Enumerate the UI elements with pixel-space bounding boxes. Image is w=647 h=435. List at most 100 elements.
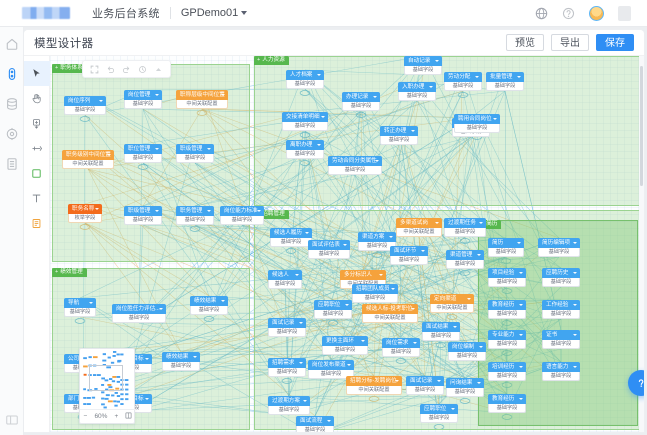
diagram-node[interactable]: 面试记录 基础字段 bbox=[268, 318, 306, 337]
diagram-node[interactable]: 办理记录 基础字段 bbox=[342, 92, 380, 111]
left-nav-rail bbox=[0, 27, 24, 435]
diagram-node[interactable]: 岗位序列 基础字段 bbox=[64, 96, 106, 115]
diagram-node[interactable]: 招聘团队成员 基础字段 bbox=[352, 284, 398, 303]
diagram-node[interactable]: 劳动分配 基础字段 bbox=[444, 72, 482, 91]
minimap-viewport[interactable] bbox=[89, 365, 123, 391]
diagram-canvas[interactable]: 职务体系绩效管理人力资源招聘管理简历 岗位序列基础字段岗位管理基础字段职称层级中… bbox=[50, 56, 644, 432]
globe-icon[interactable] bbox=[535, 7, 548, 20]
diagram-node[interactable]: 教育经历 基础字段 bbox=[488, 394, 526, 413]
diagram-node[interactable]: 教育经历 基础字段 bbox=[488, 300, 526, 319]
pan-tool[interactable] bbox=[24, 86, 50, 111]
company-logo[interactable] bbox=[22, 7, 70, 19]
diagram-node[interactable]: 岗位胜任力评估... 基础字段 bbox=[112, 304, 166, 323]
diagram-node[interactable]: 自动记录 基础字段 bbox=[404, 56, 442, 75]
add-node-tool[interactable] bbox=[24, 111, 50, 136]
diagram-node[interactable]: 证书 基础字段 bbox=[542, 330, 580, 349]
text-tool[interactable] bbox=[24, 186, 50, 211]
diagram-node[interactable]: 应聘职位 基础字段 bbox=[420, 404, 458, 423]
diagram-node[interactable]: 应聘职位 基础字段 bbox=[314, 300, 352, 319]
diagram-node[interactable]: 转正办理 基础字段 bbox=[380, 126, 418, 145]
diagram-node[interactable]: 职务管理 基础字段 bbox=[176, 206, 214, 225]
zoom-out-button[interactable]: − bbox=[83, 413, 88, 420]
preview-button[interactable]: 预览 bbox=[506, 34, 544, 51]
diagram-node[interactable]: 交接清单明细 基础字段 bbox=[282, 112, 328, 131]
diagram-node[interactable]: 招聘需求 基础字段 bbox=[268, 358, 306, 377]
diagram-node[interactable]: 渠道管理 基础字段 bbox=[446, 250, 484, 269]
diagram-node[interactable]: 过渡期方案 基础字段 bbox=[268, 396, 310, 415]
diagram-node[interactable]: 岗位发布渠道 基础字段 bbox=[308, 360, 354, 379]
diagram-node[interactable]: 招聘分标-发聘岗位 中间关联配置 bbox=[346, 376, 402, 395]
connector-tool[interactable] bbox=[24, 136, 50, 161]
sidebar-item-settings[interactable] bbox=[5, 127, 19, 157]
diagram-node[interactable]: 导航 基础字段 bbox=[64, 298, 96, 317]
help-fab[interactable] bbox=[628, 370, 644, 396]
diagram-node[interactable]: 岗位能力标准 基础字段 bbox=[220, 206, 264, 225]
undo-icon[interactable] bbox=[106, 65, 115, 74]
diagram-node[interactable]: 职级管理 基础字段 bbox=[124, 206, 162, 225]
diagram-node[interactable]: 候选人 基础字段 bbox=[268, 270, 302, 289]
redo-icon[interactable] bbox=[122, 65, 131, 74]
vertical-scrollbar[interactable] bbox=[639, 56, 644, 432]
diagram-node[interactable]: 定向渠道 中间关联配置 bbox=[430, 294, 474, 313]
diagram-node[interactable]: 语言能力 基础字段 bbox=[542, 362, 580, 381]
rectangle-tool[interactable] bbox=[24, 161, 50, 186]
sidebar-item-home[interactable] bbox=[5, 37, 19, 67]
diagram-node[interactable]: 面试记录 基础字段 bbox=[406, 376, 444, 395]
diagram-node[interactable]: 简历 基础字段 bbox=[488, 238, 524, 257]
diagram-node[interactable]: 岗位管理 基础字段 bbox=[124, 90, 162, 109]
select-tool[interactable] bbox=[24, 61, 50, 86]
diagram-node[interactable]: 入职办理 基础字段 bbox=[398, 82, 436, 101]
minimap[interactable]: − 60% + bbox=[79, 348, 136, 424]
save-button[interactable]: 保存 bbox=[596, 34, 634, 51]
node-title: 交接清单明细 bbox=[282, 112, 328, 122]
diagram-node[interactable]: 岗位编制 基础字段 bbox=[448, 342, 486, 361]
refresh-icon[interactable] bbox=[138, 65, 147, 74]
diagram-node[interactable]: 职务级别中间位置 中间关联配置 bbox=[62, 150, 114, 169]
diagram-node[interactable]: 面试环节 基础字段 bbox=[390, 246, 428, 265]
note-tool[interactable] bbox=[24, 211, 50, 236]
diagram-node[interactable]: 职级管理 基础字段 bbox=[176, 144, 214, 163]
diagram-node[interactable]: 离职办理 基础字段 bbox=[286, 140, 324, 159]
diagram-node[interactable]: 人才档案 基础字段 bbox=[286, 70, 324, 89]
diagram-node[interactable]: 专业能力 基础字段 bbox=[488, 330, 526, 349]
project-selector[interactable]: GPDemo01 bbox=[181, 7, 248, 19]
node-title: 问询结果 bbox=[446, 378, 484, 388]
diagram-node[interactable]: 候选人履历 基础字段 bbox=[270, 228, 312, 247]
sidebar-item-model[interactable] bbox=[5, 67, 19, 97]
diagram-node[interactable]: 批量管理 基础字段 bbox=[486, 72, 524, 91]
diagram-node[interactable]: 候选人标-投考职位 中间关联配置 bbox=[362, 304, 418, 323]
export-button[interactable]: 导出 bbox=[551, 34, 589, 51]
diagram-node[interactable]: 绩效结果 基础字段 bbox=[190, 296, 228, 315]
diagram-node[interactable]: 培训经历 基础字段 bbox=[488, 362, 526, 381]
user-avatar[interactable] bbox=[589, 5, 604, 21]
diagram-node[interactable]: 绩效结果 基础字段 bbox=[162, 352, 200, 371]
diagram-node[interactable]: 更换主面环 基础字段 bbox=[322, 336, 368, 355]
sidebar-item-data[interactable] bbox=[5, 97, 19, 127]
zoom-in-button[interactable]: + bbox=[114, 413, 119, 420]
diagram-node[interactable]: 过渡期任务 基础字段 bbox=[444, 218, 486, 237]
sidebar-item-list[interactable] bbox=[5, 157, 19, 187]
diagram-node[interactable]: 岗位需求 基础字段 bbox=[382, 338, 420, 357]
diagram-node[interactable]: 劳动合同分类属性 基础字段 bbox=[328, 156, 382, 175]
node-subtitle: 基础字段 bbox=[268, 328, 306, 337]
diagram-node[interactable]: 工作经验 基础字段 bbox=[542, 300, 580, 319]
diagram-node[interactable]: 项目经验 基础字段 bbox=[488, 268, 526, 287]
diagram-node[interactable]: 职务名称 枚举字段 bbox=[68, 204, 102, 223]
diagram-node[interactable]: 应聘历史 基础字段 bbox=[542, 268, 580, 287]
fit-icon[interactable] bbox=[125, 412, 132, 421]
diagram-node[interactable]: 问询结果 基础字段 bbox=[446, 378, 484, 397]
node-title: 语言能力 bbox=[542, 362, 580, 372]
collapse-icon[interactable] bbox=[5, 413, 19, 427]
diagram-node[interactable]: 面试流程 基础字段 bbox=[296, 416, 334, 432]
diagram-node[interactable]: 职称层级中间位置 中间关联配置 bbox=[176, 90, 228, 109]
diagram-node[interactable]: 面试结果 基础字段 bbox=[422, 322, 460, 341]
diagram-node[interactable]: 面试评估表 基础字段 bbox=[308, 240, 350, 259]
diagram-node[interactable]: 职位管理 基础字段 bbox=[124, 144, 162, 163]
node-subtitle: 基础字段 bbox=[542, 340, 580, 349]
fit-screen-icon[interactable] bbox=[90, 65, 99, 74]
diagram-node[interactable]: 简历编辑项 基础字段 bbox=[538, 238, 580, 257]
diagram-node[interactable]: 聘用合同岗位 基础字段 bbox=[454, 114, 500, 133]
upload-icon[interactable] bbox=[154, 65, 163, 74]
diagram-node[interactable]: 多渠道试岗 中间关联配置 bbox=[396, 218, 442, 237]
help-icon[interactable] bbox=[562, 7, 575, 20]
